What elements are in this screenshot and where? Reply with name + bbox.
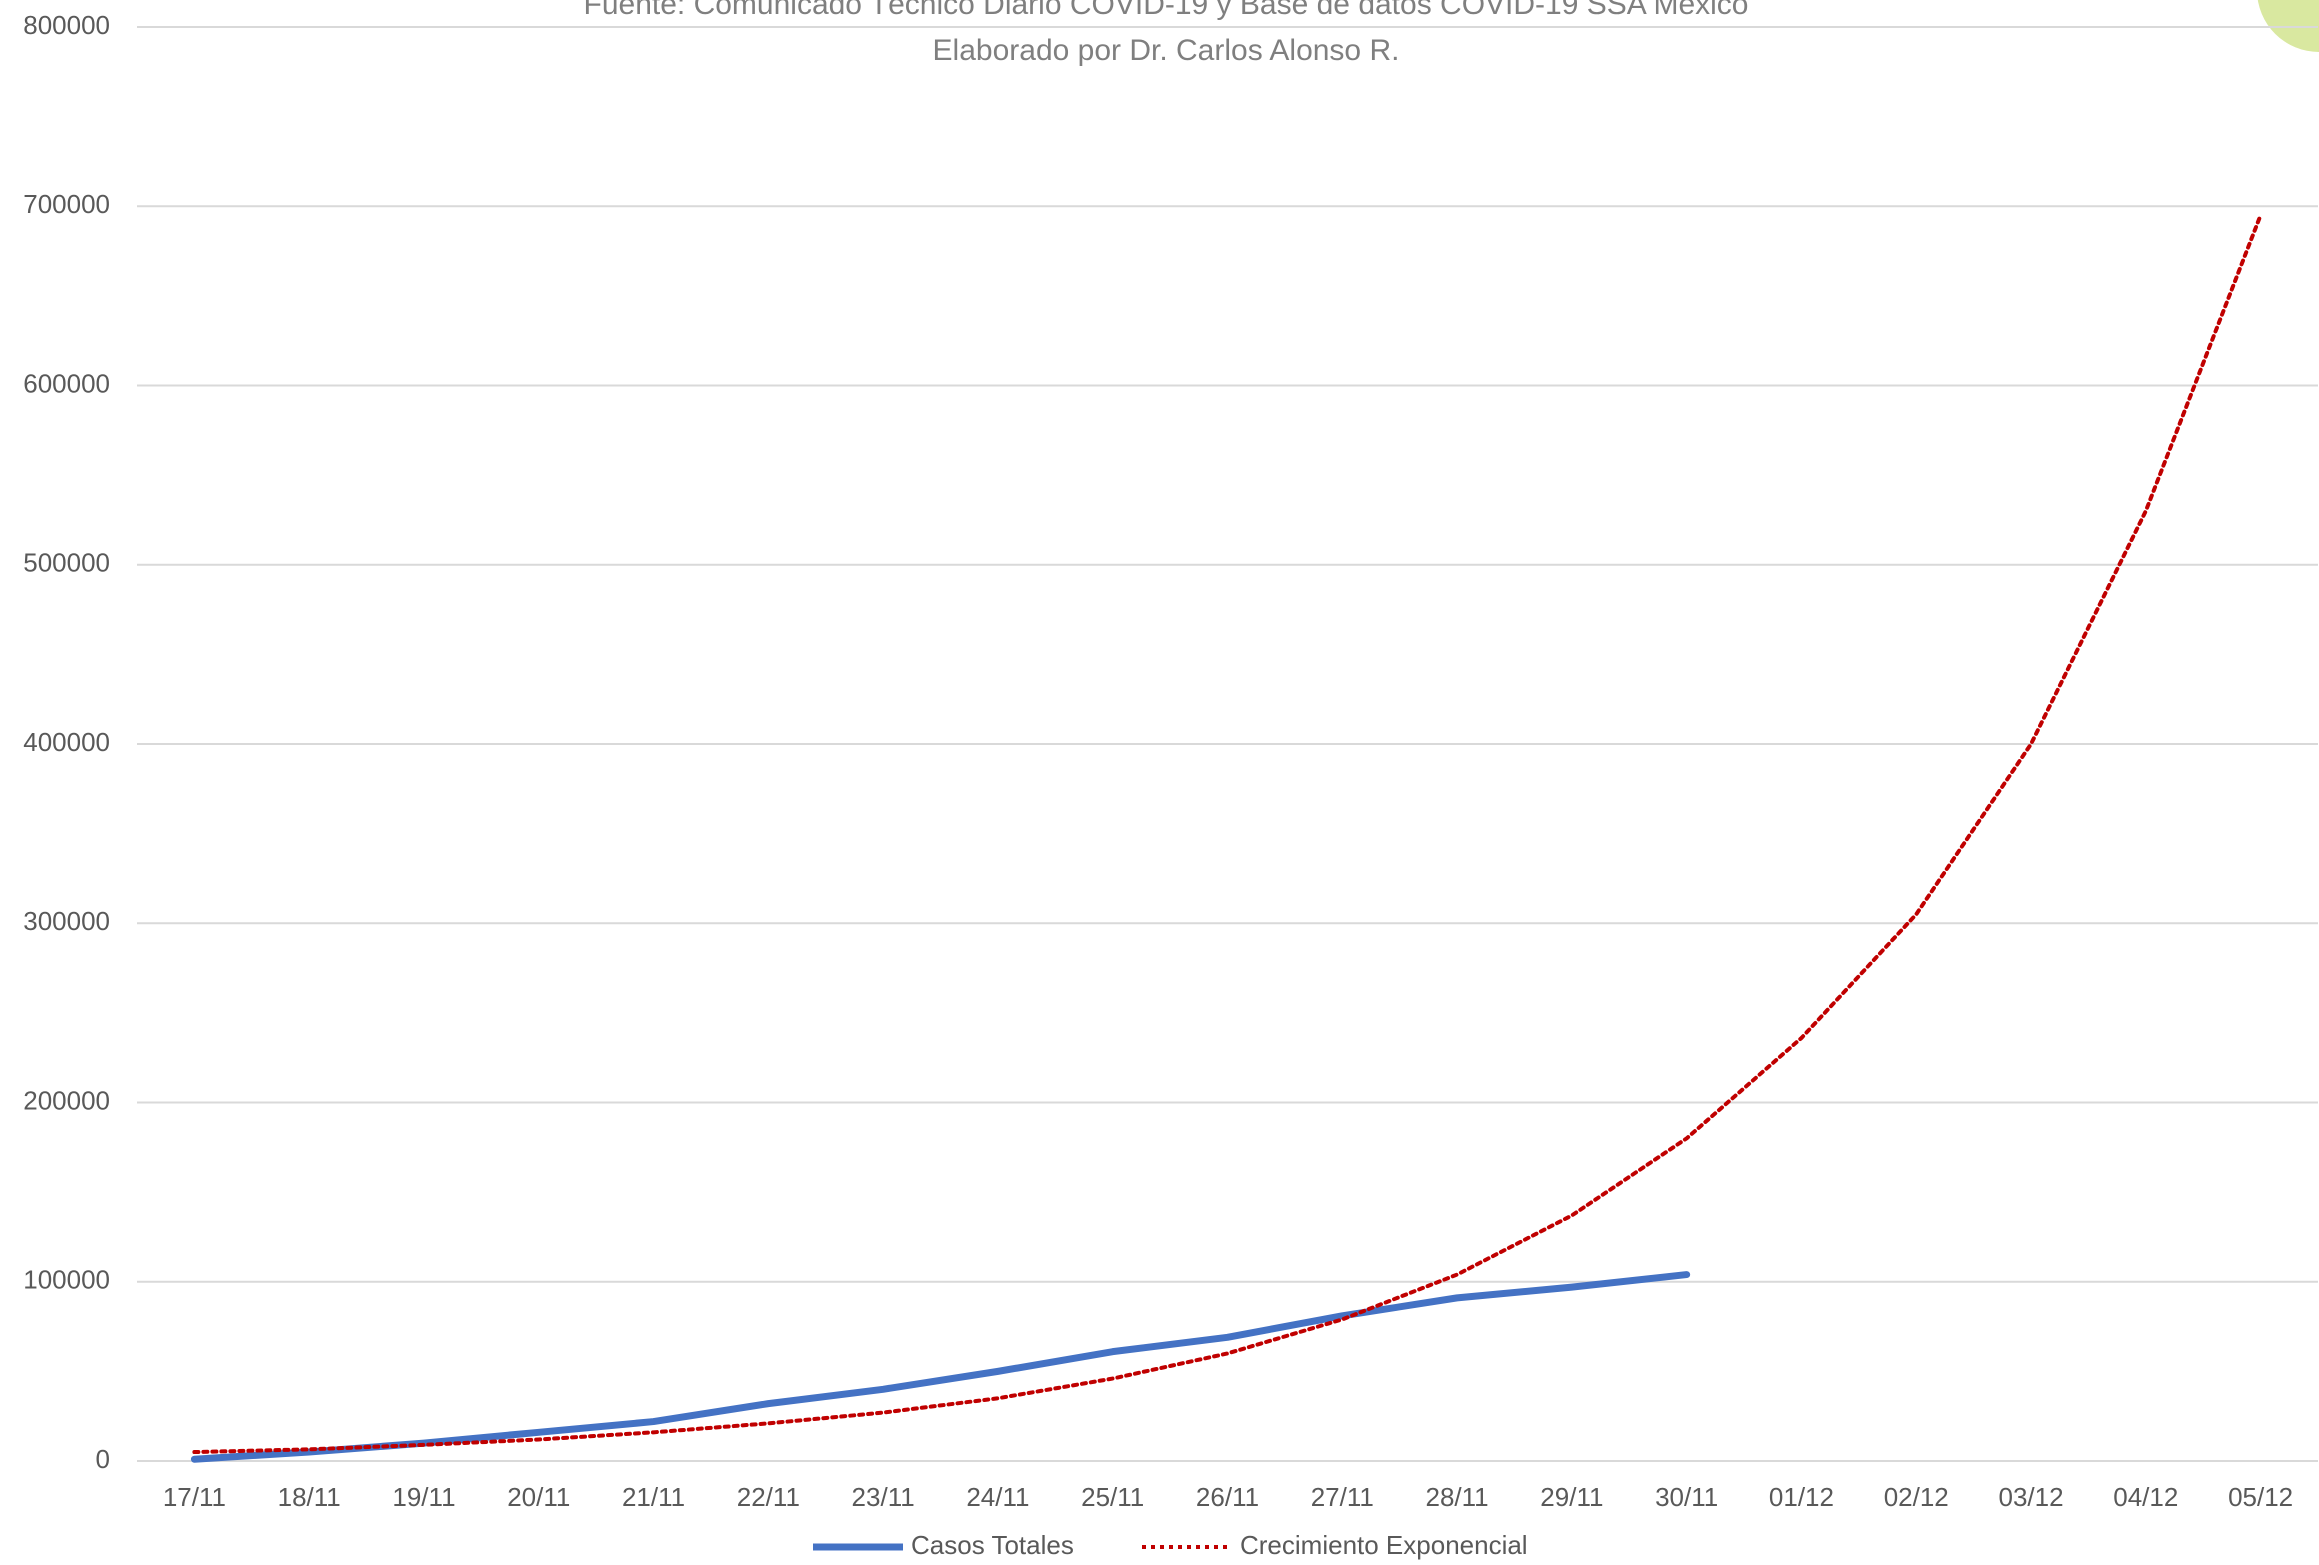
- x-tick-label: 22/11: [737, 1482, 800, 1512]
- y-tick-label: 300000: [23, 906, 110, 936]
- x-tick-label: 01/12: [1769, 1482, 1834, 1512]
- y-tick-label: 600000: [23, 368, 110, 398]
- x-tick-label: 23/11: [852, 1482, 915, 1512]
- x-tick-label: 21/11: [622, 1482, 685, 1512]
- data-line: [192, 213, 2263, 1455]
- y-tick-label: 200000: [23, 1085, 110, 1115]
- x-tick-label: 26/11: [1196, 1482, 1259, 1512]
- y-tick-label: 400000: [23, 727, 110, 757]
- x-tick-label: 27/11: [1311, 1482, 1374, 1512]
- x-tick-label: 05/12: [2228, 1482, 2293, 1512]
- x-tick-label: 18/11: [278, 1482, 341, 1512]
- y-tick-label: 0: [96, 1444, 110, 1474]
- legend-label: Crecimiento Exponencial: [1240, 1530, 1528, 1560]
- x-tick-label: 02/12: [1884, 1482, 1949, 1512]
- x-tick-label: 04/12: [2113, 1482, 2178, 1512]
- x-tick-label: 19/11: [392, 1482, 455, 1512]
- legend-label: Casos Totales: [911, 1530, 1074, 1560]
- data-line: [190, 1271, 1691, 1463]
- x-tick-label: 28/11: [1426, 1482, 1489, 1512]
- x-tick-label: 30/11: [1655, 1482, 1718, 1512]
- chart-subtitle: Fuente: Comunicado Técnico Diario COVID-…: [584, 0, 1749, 21]
- y-tick-label: 700000: [23, 189, 110, 219]
- chart-subtitle: Elaborado por Dr. Carlos Alonso R.: [933, 34, 1400, 67]
- logo: [2257, 0, 2319, 52]
- y-tick-label: 500000: [23, 548, 110, 578]
- x-tick-label: 17/11: [163, 1482, 226, 1512]
- x-tick-label: 24/11: [966, 1482, 1029, 1512]
- x-tick-label: 25/11: [1081, 1482, 1144, 1512]
- x-tick-label: 20/11: [507, 1482, 570, 1512]
- y-tick-label: 100000: [23, 1265, 110, 1295]
- x-tick-label: 29/11: [1540, 1482, 1603, 1512]
- y-tick-label: 800000: [23, 10, 110, 40]
- x-tick-label: 03/12: [1998, 1482, 2063, 1512]
